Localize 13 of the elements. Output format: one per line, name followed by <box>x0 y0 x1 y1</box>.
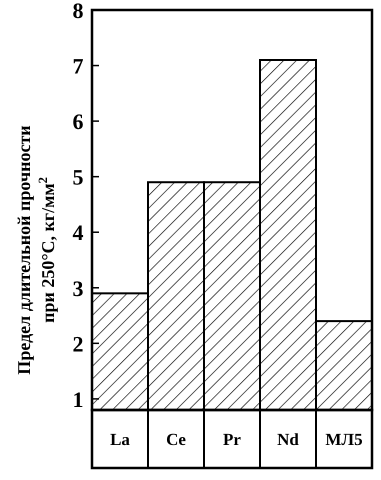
x-tick-label: La <box>110 430 130 449</box>
y-tick-label: 4 <box>72 220 84 246</box>
x-tick-label: МЛ5 <box>325 430 363 449</box>
y-tick-label: 8 <box>72 0 84 23</box>
y-tick-label: 7 <box>72 54 84 79</box>
y-tick-label: 5 <box>72 164 84 190</box>
y-tick-label: 6 <box>72 109 84 134</box>
x-tick-label: Pr <box>223 430 242 449</box>
x-tick-label: Ce <box>166 430 186 449</box>
y-tick-label: 1 <box>72 386 84 412</box>
x-tick-label: Nd <box>277 430 300 449</box>
y-tick-label: 3 <box>72 276 84 301</box>
y-tick-label: 2 <box>72 331 84 356</box>
